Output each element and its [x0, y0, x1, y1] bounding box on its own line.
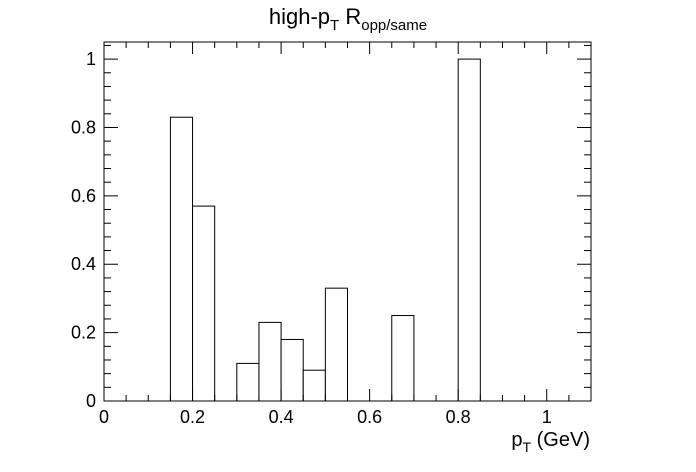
histogram-bin [457, 58, 481, 402]
y-tick-label: 0.6 [71, 186, 96, 206]
x-tick-label: 1 [542, 407, 552, 427]
x-tick-label: 0 [99, 407, 109, 427]
y-tick-label: 1 [86, 49, 96, 69]
histogram-bin [391, 315, 415, 402]
x-tick-label: 0.6 [357, 407, 382, 427]
histogram-bin [192, 205, 216, 402]
chart-title: high-pT Ropp/same [269, 4, 427, 34]
y-tick-label: 0.2 [71, 323, 96, 343]
histogram-bin [258, 321, 282, 402]
x-tick-label: 0.8 [446, 407, 471, 427]
y-tick-label: 0.4 [71, 254, 96, 274]
histogram-bin [280, 338, 304, 402]
histogram-bin [302, 369, 326, 402]
x-tick-label: 0.2 [180, 407, 205, 427]
y-tick-label: 0 [86, 391, 96, 411]
y-tick-label: 0.8 [71, 117, 96, 137]
plot-area: 0 0.2 0.4 0.6 0.8 1 0 0.2 0.4 0.6 0.8 1 [71, 41, 592, 427]
x-axis-title: pT (GeV) [511, 429, 590, 455]
x-tick-label: 0.4 [269, 407, 294, 427]
histogram-bin [324, 287, 349, 402]
histogram-bin [169, 116, 194, 402]
histogram-bin [236, 362, 260, 402]
